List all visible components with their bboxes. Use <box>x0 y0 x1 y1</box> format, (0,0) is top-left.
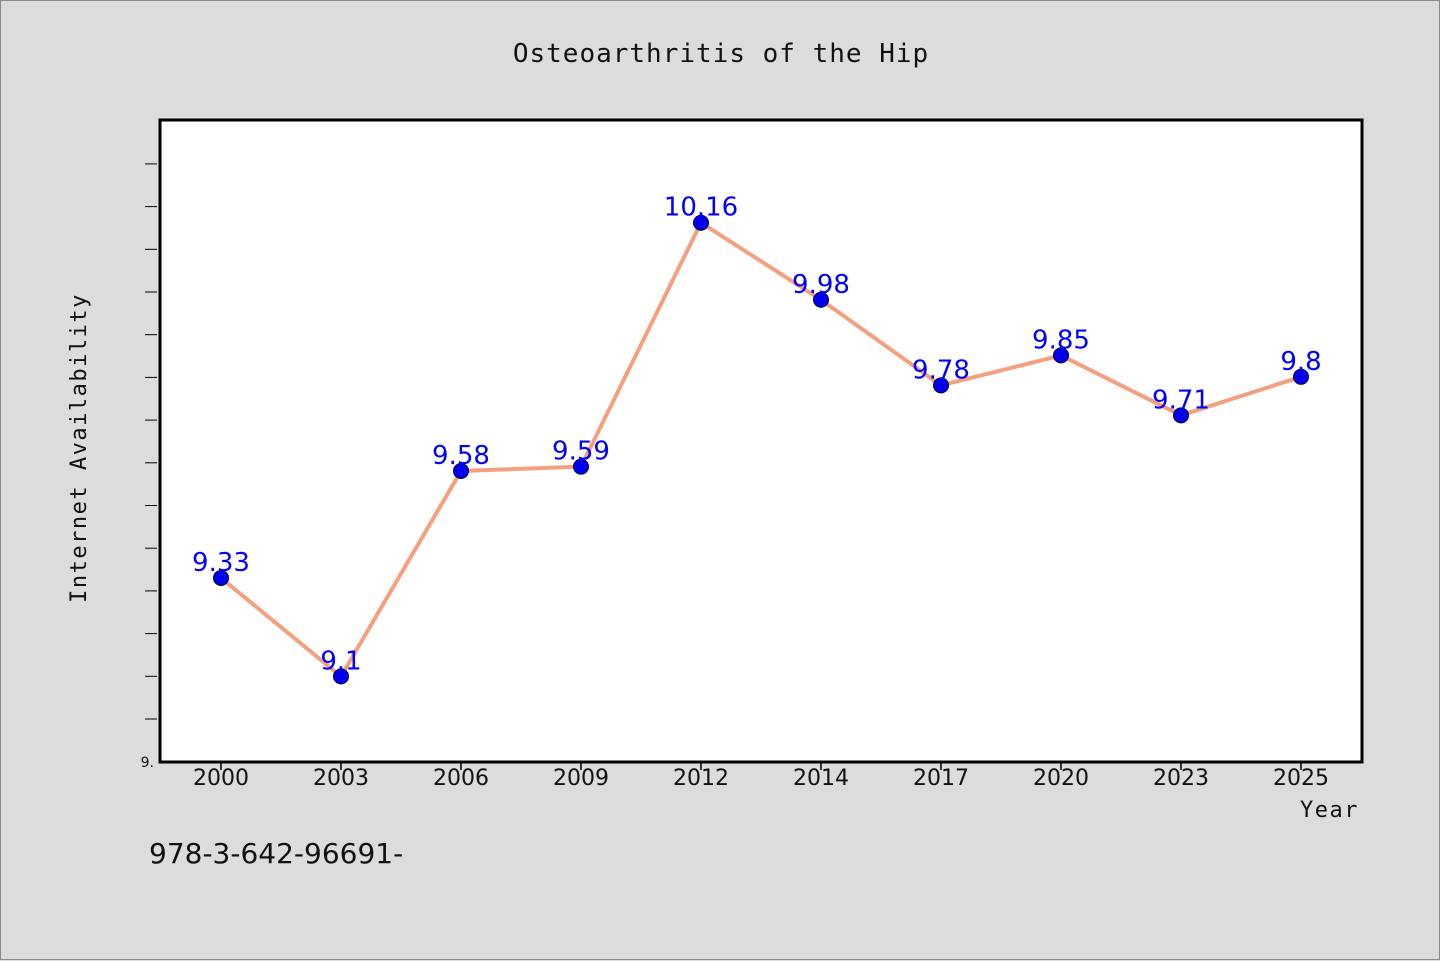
chart-title: Osteoarthritis of the Hip <box>513 39 929 69</box>
x-tick-label: 2009 <box>553 766 609 791</box>
data-point <box>1173 407 1189 424</box>
data-point <box>813 291 829 308</box>
data-label: 9.1 <box>320 646 361 676</box>
x-axis-ticks: 2000 2003 2006 2009 2012 2014 2017 2020 2023 2025 <box>193 763 1329 791</box>
data-label: 9.71 <box>1152 385 1210 415</box>
data-point <box>1053 347 1069 364</box>
x-tick-label: 2025 <box>1273 766 1329 791</box>
data-point <box>1293 368 1309 385</box>
data-point <box>213 569 229 586</box>
data-label: 10.16 <box>664 193 738 223</box>
data-label: 9.58 <box>432 441 490 471</box>
series-group <box>213 214 1309 685</box>
x-tick-label: 2003 <box>313 766 369 791</box>
data-point <box>573 458 589 475</box>
footer-isbn: 978-3-642-96691- <box>149 837 403 870</box>
x-tick-label: 2014 <box>793 766 849 791</box>
data-point <box>453 462 469 479</box>
x-tick-label: 2012 <box>673 766 729 791</box>
plot-area <box>158 118 1364 764</box>
data-point <box>333 668 349 685</box>
x-tick-label: 2023 <box>1153 766 1209 791</box>
data-label: 9.59 <box>552 437 610 467</box>
data-label: 9.33 <box>192 548 250 578</box>
x-tick-label: 2000 <box>193 766 249 791</box>
data-label: 9.85 <box>1032 325 1090 355</box>
data-label: 9.8 <box>1280 347 1321 377</box>
x-tick-label: 2006 <box>433 766 489 791</box>
y-axis-label: Internet Availability <box>67 293 92 603</box>
data-point <box>933 377 949 394</box>
x-tick-label: 2017 <box>913 766 969 791</box>
data-label: 9.98 <box>792 270 850 300</box>
data-labels: 9.33 9.1 9.58 9.59 10.16 9.98 9.78 9.85 9.71 9.8 <box>192 193 1322 677</box>
x-axis-label: Year <box>1300 798 1359 823</box>
data-label: 9.78 <box>912 355 970 385</box>
y-tick-label: 9. <box>141 755 154 771</box>
x-tick-label: 2020 <box>1033 766 1089 791</box>
series-line <box>219 220 1302 679</box>
data-point <box>693 214 709 231</box>
y-axis-ticks: 9. <box>141 163 157 771</box>
